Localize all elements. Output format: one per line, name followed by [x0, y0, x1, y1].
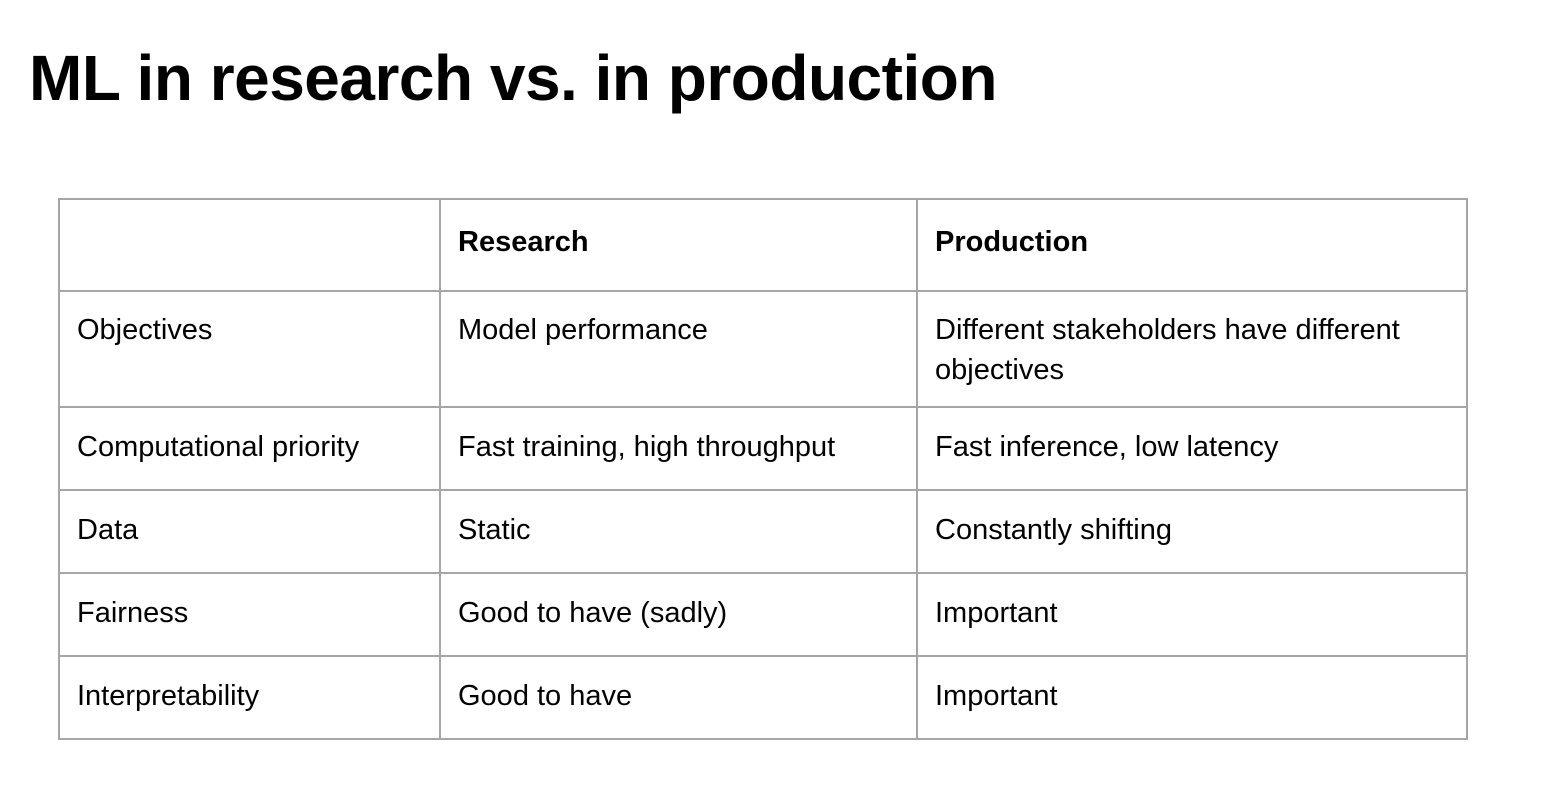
- page-title: ML in research vs. in production: [29, 42, 997, 114]
- table-row-fairness: Fairness Good to have (sadly) Important: [58, 572, 1468, 657]
- header-cell-research: Research: [439, 198, 918, 292]
- comparison-table: Research Production Objectives Model per…: [58, 198, 1468, 740]
- row-label-cell: Data: [58, 489, 441, 574]
- row-label-cell: Fairness: [58, 572, 441, 657]
- header-cell-production: Production: [916, 198, 1468, 292]
- production-cell: Constantly shifting: [916, 489, 1468, 574]
- table-row-computational-priority: Computational priority Fast training, hi…: [58, 406, 1468, 491]
- research-cell: Good to have: [439, 655, 918, 740]
- table-header-row: Research Production: [58, 198, 1468, 292]
- table-row-interpretability: Interpretability Good to have Important: [58, 655, 1468, 740]
- production-cell: Different stakeholders have different ob…: [916, 290, 1468, 408]
- production-cell: Important: [916, 572, 1468, 657]
- research-cell: Good to have (sadly): [439, 572, 918, 657]
- production-cell: Important: [916, 655, 1468, 740]
- research-cell: Fast training, high throughput: [439, 406, 918, 491]
- research-cell: Static: [439, 489, 918, 574]
- table-row-data: Data Static Constantly shifting: [58, 489, 1468, 574]
- row-label-cell: Objectives: [58, 290, 441, 408]
- production-cell: Fast inference, low latency: [916, 406, 1468, 491]
- table-row-objectives: Objectives Model performance Different s…: [58, 290, 1468, 408]
- row-label-cell: Interpretability: [58, 655, 441, 740]
- header-cell-empty: [58, 198, 441, 292]
- row-label-cell: Computational priority: [58, 406, 441, 491]
- research-cell: Model performance: [439, 290, 918, 408]
